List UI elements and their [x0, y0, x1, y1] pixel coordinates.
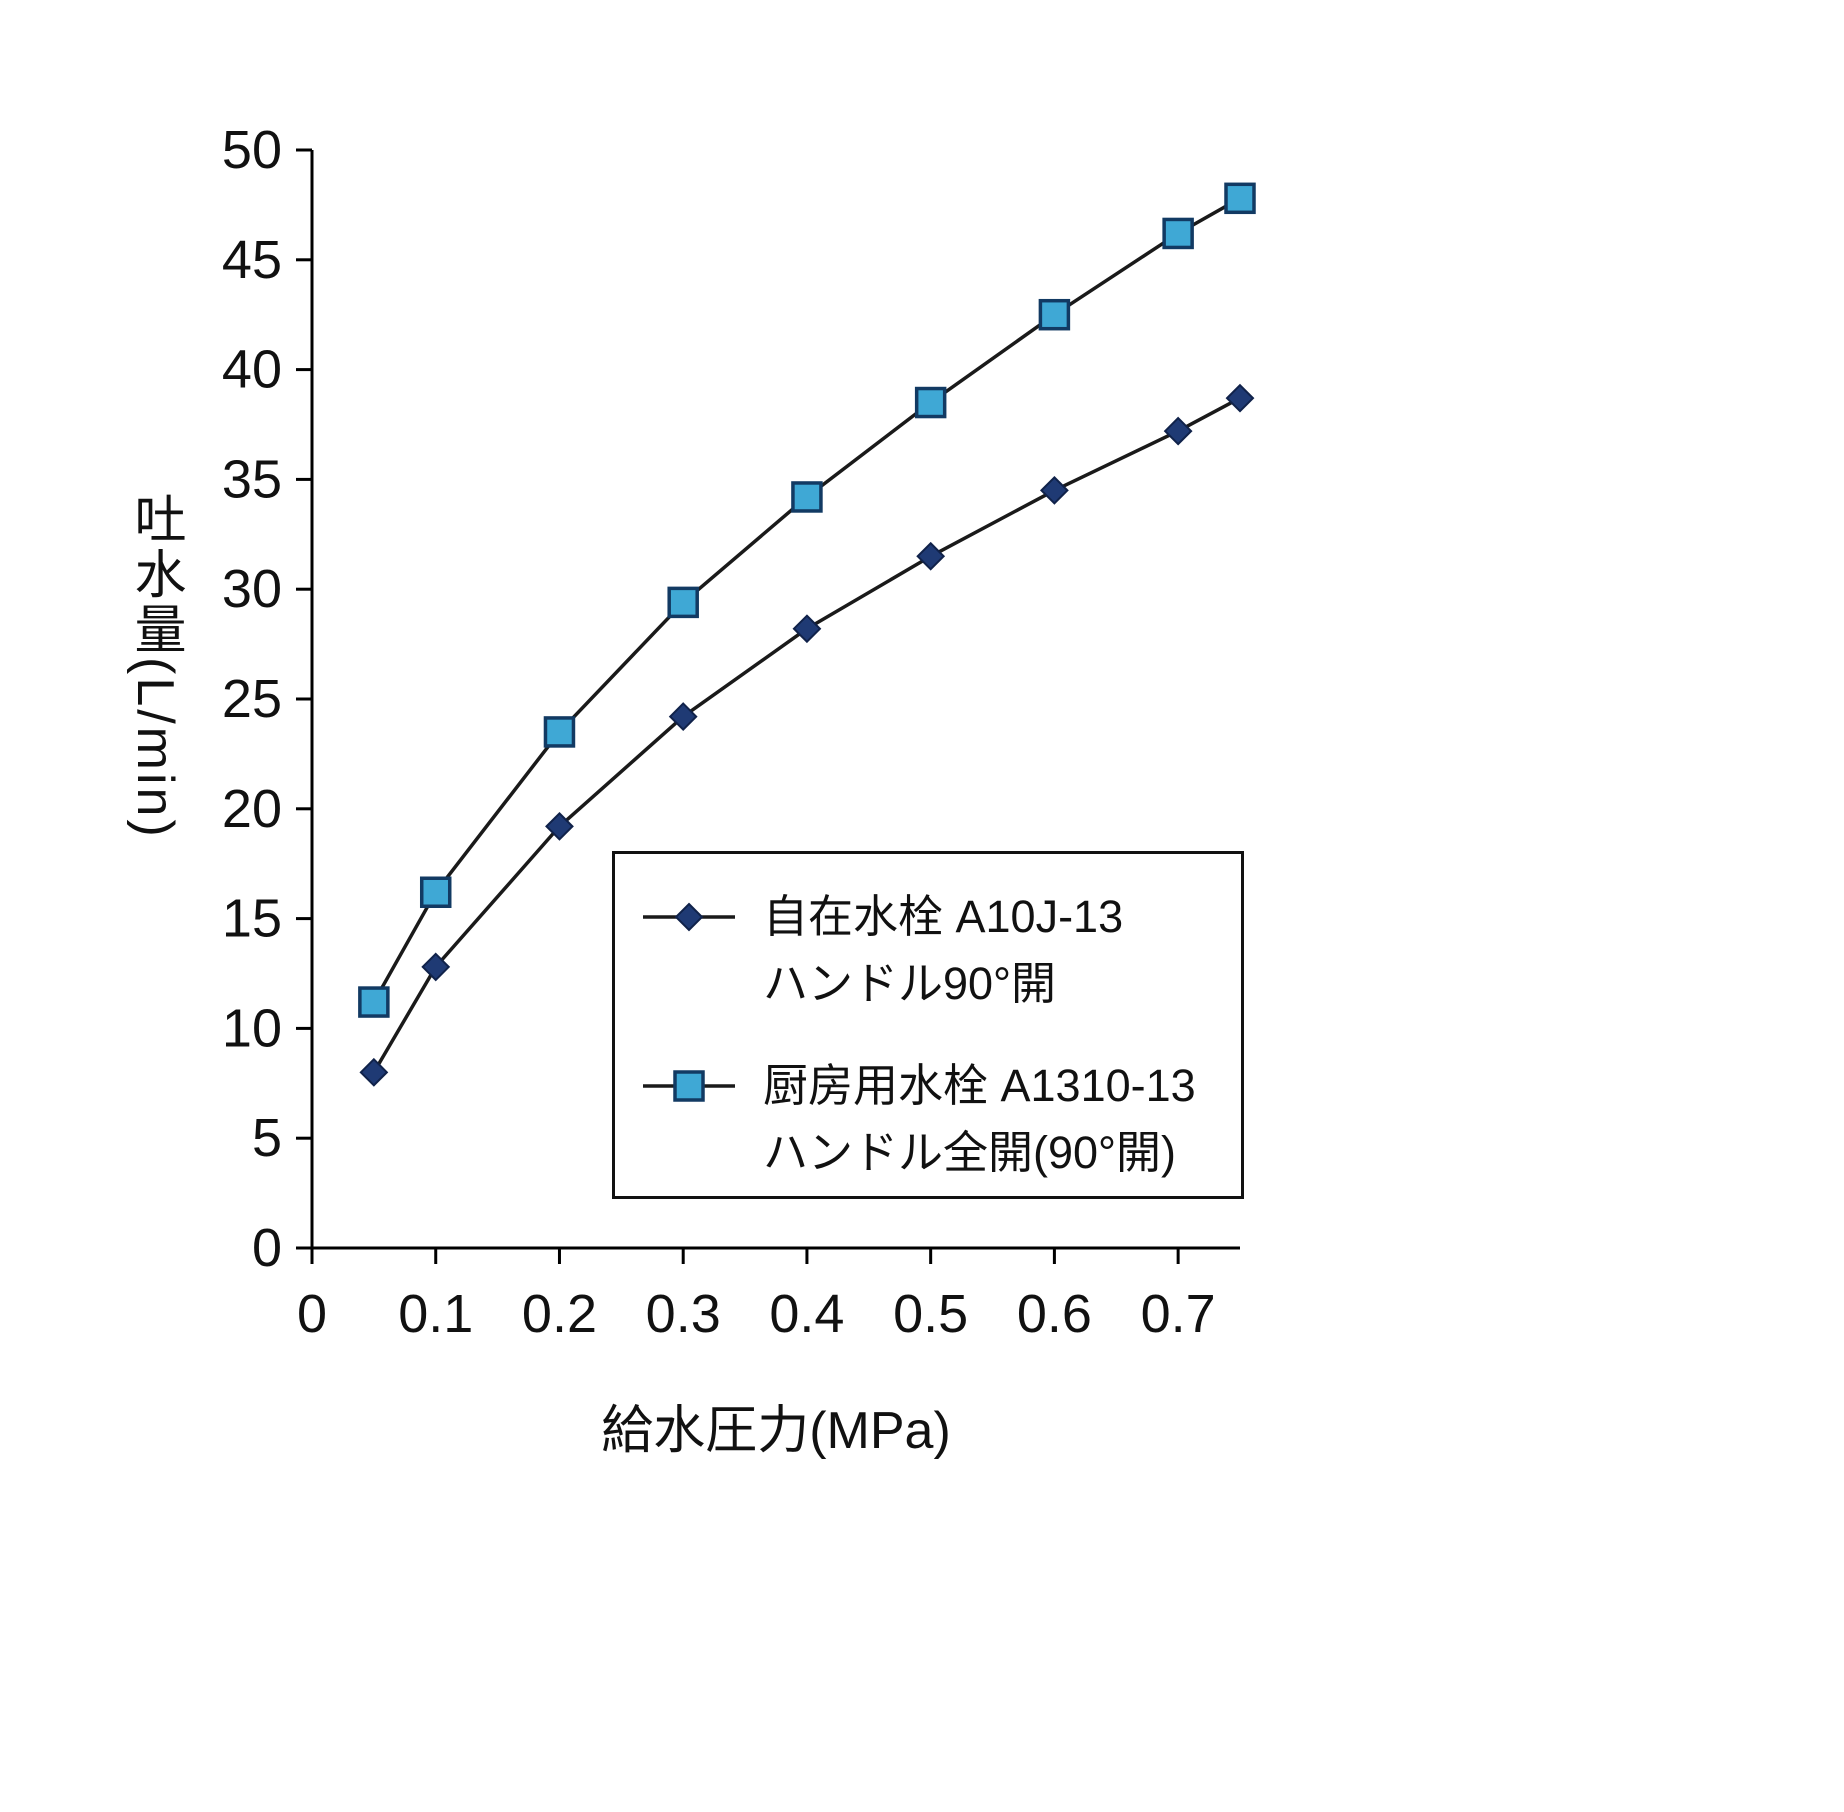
legend-label-a10j-13: 自在水栓 A10J-13 ハンドル90°開	[763, 884, 1123, 1017]
x-tick-label: 0.3	[646, 1284, 721, 1344]
diamond-data-marker	[421, 952, 451, 982]
diamond-data-marker	[1163, 416, 1193, 446]
x-tick-label: 0	[297, 1284, 327, 1344]
y-tick-label: 40	[222, 340, 282, 400]
square-data-marker	[1162, 217, 1194, 250]
square-data-marker	[914, 386, 947, 419]
square-data-marker	[543, 716, 576, 748]
square-data-marker	[419, 876, 452, 908]
y-tick-label: 15	[222, 889, 282, 949]
y-tick-label: 10	[222, 998, 282, 1058]
square-series-marker-icon	[643, 1070, 735, 1102]
y-tick-label: 35	[222, 449, 282, 509]
x-tick-label: 0.7	[1141, 1284, 1216, 1344]
legend-entry-a10j-13: 自在水栓 A10J-13 ハンドル90°開	[641, 884, 1215, 1017]
x-tick-label: 0.2	[522, 1284, 597, 1344]
diamond-series-marker-icon	[643, 902, 735, 932]
square-data-marker	[791, 481, 823, 513]
y-tick-label: 30	[222, 559, 282, 619]
diamond-data-marker	[545, 811, 574, 841]
y-tick-label: 0	[252, 1218, 282, 1278]
y-axis-title: 吐水量(L/min)	[126, 492, 184, 840]
diamond-data-marker	[1039, 475, 1069, 505]
legend-label-line1: 自在水栓 A10J-13	[763, 891, 1124, 942]
square-data-marker	[358, 986, 390, 1018]
x-tick-label: 0.5	[893, 1284, 968, 1344]
diamond-data-marker	[916, 541, 946, 571]
y-tick-label: 5	[252, 1108, 282, 1168]
x-tick-label: 0.1	[398, 1284, 473, 1344]
x-tick-label: 0.4	[769, 1284, 844, 1344]
x-axis-title: 給水圧力(MPa)	[601, 1402, 951, 1460]
square-data-marker	[673, 1070, 705, 1102]
y-tick-label: 20	[222, 779, 282, 839]
y-tick-label: 50	[222, 120, 282, 180]
legend-label-a1310-13: 厨房用水栓 A1310-13 ハンドル全開(90°開)	[763, 1053, 1196, 1186]
legend-entry-a1310-13: 厨房用水栓 A1310-13 ハンドル全開(90°開)	[641, 1053, 1215, 1186]
diamond-data-marker	[674, 902, 704, 932]
x-tick-label: 0.6	[1017, 1284, 1092, 1344]
y-tick-label: 25	[222, 669, 282, 729]
square-data-marker	[1038, 298, 1071, 331]
y-tick-label: 45	[222, 230, 282, 290]
diamond-data-marker	[792, 614, 822, 644]
legend-label-line1: 厨房用水栓 A1310-13	[763, 1060, 1196, 1112]
legend-box: 自在水栓 A10J-13 ハンドル90°開 厨房用水栓 A1310-13 ハンド…	[612, 851, 1244, 1199]
diamond-data-marker	[668, 702, 698, 731]
square-data-marker	[667, 586, 699, 619]
diamond-data-marker	[359, 1057, 389, 1087]
legend-label-line2: ハンドル全開(90°開)	[763, 1126, 1177, 1178]
legend-label-line2: ハンドル90°開	[763, 957, 1057, 1009]
square-data-marker	[1224, 182, 1256, 215]
diamond-data-marker	[1225, 383, 1255, 413]
